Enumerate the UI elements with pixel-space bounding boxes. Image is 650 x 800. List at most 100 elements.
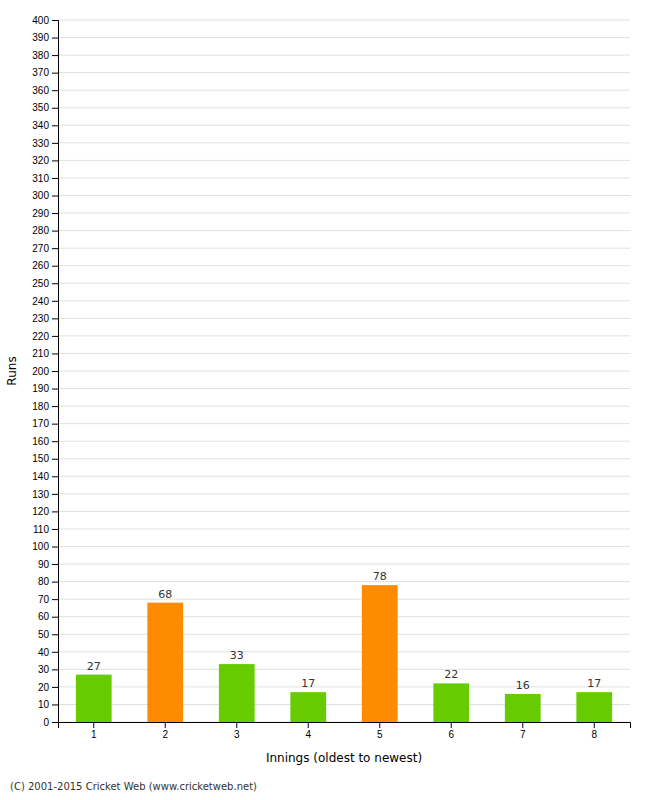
grid-line <box>58 546 630 547</box>
tick: 130 <box>32 489 58 500</box>
tick-label: 150 <box>32 453 49 464</box>
grid-line <box>58 458 630 459</box>
tick-mark <box>52 494 58 495</box>
tick-label: 200 <box>32 366 49 377</box>
tick-mark <box>52 529 58 530</box>
tick-label: 290 <box>32 208 49 219</box>
grid-line <box>58 318 630 319</box>
tick-mark <box>52 125 58 126</box>
tick: 6 <box>448 722 454 740</box>
tick-label: 40 <box>38 647 50 658</box>
tick: 100 <box>32 541 58 552</box>
tick: 300 <box>32 190 58 201</box>
tick-label: 360 <box>32 85 49 96</box>
tick-mark <box>52 634 58 635</box>
tick: 350 <box>32 102 58 113</box>
y-axis: 0102030405060708090100110120130140150160… <box>32 15 58 728</box>
tick-mark <box>52 459 58 460</box>
tick-label: 230 <box>32 313 49 324</box>
tick-label: 160 <box>32 436 49 447</box>
tick-mark <box>52 547 58 548</box>
tick-mark <box>52 160 58 161</box>
tick: 80 <box>38 576 58 587</box>
grid-line <box>58 20 630 21</box>
tick-mark <box>52 476 58 477</box>
y-axis-title: Runs <box>5 356 19 385</box>
grid-line <box>58 248 630 249</box>
tick: 0 <box>43 717 58 728</box>
tick-label: 120 <box>32 506 49 517</box>
grid-line <box>58 669 630 670</box>
tick-label: 220 <box>32 331 49 342</box>
tick-mark <box>236 722 237 728</box>
grid-line <box>58 616 630 617</box>
tick: 7 <box>520 722 526 740</box>
tick: 150 <box>32 453 58 464</box>
tick: 310 <box>32 173 58 184</box>
grid-line <box>58 651 630 652</box>
bar <box>505 694 541 722</box>
grid-line <box>58 72 630 73</box>
tick-mark <box>165 722 166 728</box>
tick: 60 <box>38 611 58 622</box>
data-label: 27 <box>87 660 101 673</box>
tick-label: 80 <box>38 576 50 587</box>
tick-label: 7 <box>520 729 526 740</box>
data-labels: 2768331778221617 <box>87 570 602 692</box>
tick-label: 340 <box>32 120 49 131</box>
grid-line <box>58 125 630 126</box>
grid-line <box>58 335 630 336</box>
tick-label: 60 <box>38 611 50 622</box>
x-axis: 12345678 <box>59 722 631 740</box>
tick: 340 <box>32 120 58 131</box>
footer: (C) 2001-2015 Cricket Web (www.cricketwe… <box>10 781 257 792</box>
tick: 270 <box>32 243 58 254</box>
tick: 160 <box>32 436 58 447</box>
bar <box>147 603 183 722</box>
tick-label: 130 <box>32 489 49 500</box>
tick: 40 <box>38 647 58 658</box>
plot-area: 2768331778221617010203040506070809010011… <box>32 15 630 740</box>
tick-mark <box>522 722 523 728</box>
tick-mark <box>52 283 58 284</box>
grid-line <box>58 634 630 635</box>
tick-mark <box>52 196 58 197</box>
tick: 280 <box>32 225 58 236</box>
axis-line <box>52 21 59 723</box>
tick-label: 3 <box>234 729 240 740</box>
tick-label: 90 <box>38 559 50 570</box>
grid-line <box>58 230 630 231</box>
tick-mark <box>52 20 58 21</box>
tick-mark <box>52 73 58 74</box>
tick: 390 <box>32 32 58 43</box>
bars <box>76 585 612 722</box>
tick-mark <box>52 687 58 688</box>
bar <box>433 683 469 722</box>
tick-mark <box>52 441 58 442</box>
grid-line <box>58 476 630 477</box>
grid-line <box>58 283 630 284</box>
tick: 260 <box>32 260 58 271</box>
tick-label: 190 <box>32 383 49 394</box>
tick-mark <box>52 406 58 407</box>
data-label: 33 <box>230 649 244 662</box>
tick-label: 260 <box>32 260 49 271</box>
data-label: 68 <box>158 588 172 601</box>
tick-mark <box>52 143 58 144</box>
x-axis-title: Innings (oldest to newest) <box>266 751 422 765</box>
tick-mark <box>52 424 58 425</box>
tick-mark <box>52 336 58 337</box>
tick: 200 <box>32 366 58 377</box>
bar <box>290 692 326 722</box>
tick-label: 380 <box>32 50 49 61</box>
tick: 170 <box>32 418 58 429</box>
tick-mark <box>52 652 58 653</box>
tick-mark <box>52 90 58 91</box>
data-label: 16 <box>516 679 530 692</box>
tick: 2 <box>162 722 168 740</box>
tick: 290 <box>32 208 58 219</box>
tick-mark <box>93 722 94 728</box>
tick-mark <box>52 248 58 249</box>
grid-line <box>58 37 630 38</box>
tick: 50 <box>38 629 58 640</box>
